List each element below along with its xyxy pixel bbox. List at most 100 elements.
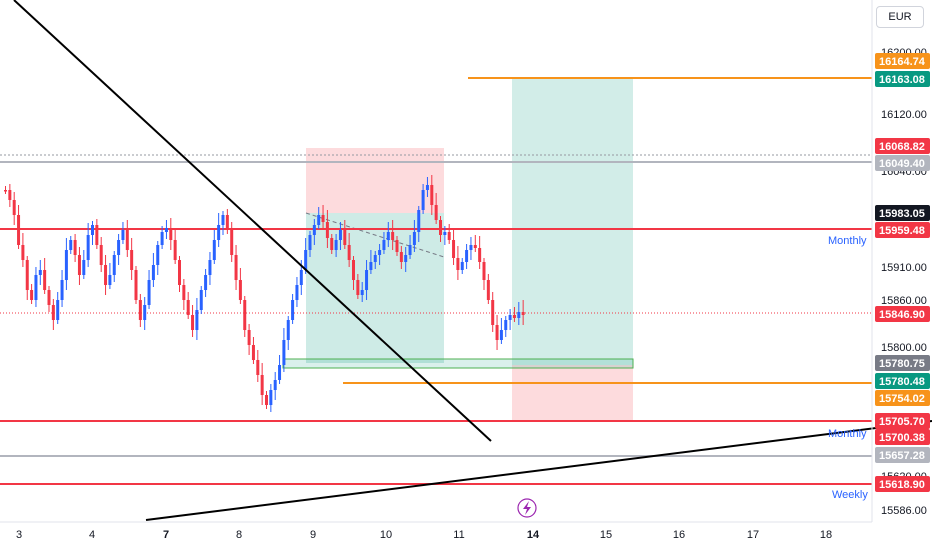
target-zone-2	[512, 78, 633, 365]
candle-body	[338, 230, 342, 240]
candle-body	[347, 245, 351, 260]
time-tick-label: 10	[380, 529, 392, 541]
candle-body	[360, 290, 364, 295]
time-tick-label: 8	[236, 529, 242, 541]
price-tag-box	[875, 447, 930, 463]
price-tag-box	[875, 155, 930, 171]
price-tag-label: 15705.70	[879, 416, 925, 428]
candle-body	[69, 240, 73, 250]
price-tag-box	[875, 222, 930, 238]
candle-body	[256, 360, 260, 375]
candle-body	[12, 200, 16, 215]
flash-icon[interactable]	[517, 498, 537, 518]
candle-body	[173, 240, 177, 260]
time-tick-label: 17	[747, 529, 759, 541]
candle-body	[312, 225, 316, 235]
stop-zone-1	[306, 148, 444, 213]
candle-body	[273, 380, 277, 390]
price-tag-box	[875, 306, 930, 322]
horizontal-levels	[0, 77, 872, 485]
candle-body	[17, 215, 21, 245]
candle-body	[151, 265, 155, 280]
candle-body	[408, 245, 412, 255]
price-tag-box	[875, 138, 930, 154]
candle-body	[304, 250, 308, 270]
level-labels: Monthly Monthly Weekly	[828, 235, 868, 501]
candle-body	[321, 215, 325, 222]
price-tag-label: 15657.28	[879, 450, 925, 462]
candle-body	[199, 290, 203, 310]
candle-body	[91, 225, 94, 235]
time-tick-label: 3	[16, 529, 22, 541]
candles	[4, 175, 525, 412]
candle-body	[517, 312, 521, 318]
candle-body	[8, 190, 12, 200]
demand-box	[282, 358, 634, 369]
candle-body	[64, 250, 68, 280]
price-tag-label: 16164.74	[879, 56, 926, 68]
candle-body	[25, 260, 29, 290]
candle-body	[521, 312, 525, 315]
price-tag-box	[875, 355, 930, 371]
price-tag-box	[875, 390, 930, 406]
candle-body	[295, 285, 299, 300]
candle-body	[182, 285, 186, 300]
candle-body	[421, 190, 425, 210]
price-tags: 16164.74 16163.08 16068.82 16049.40 15983.05…	[875, 53, 930, 492]
candle-body	[269, 390, 273, 405]
time-tick-label: 16	[673, 529, 685, 541]
candle-body	[134, 270, 138, 300]
candle-body	[282, 340, 286, 365]
candle-body	[73, 240, 77, 255]
candle-body	[439, 220, 442, 235]
candle-body	[43, 270, 47, 290]
currency-button[interactable]: EUR	[876, 6, 924, 28]
candle-body	[138, 300, 142, 320]
candle-body	[369, 262, 373, 270]
candle-body	[291, 300, 295, 320]
candle-body	[430, 185, 434, 205]
price-tick-label: 15910.00	[881, 262, 927, 274]
candle-body	[425, 185, 429, 190]
candle-body	[443, 232, 447, 235]
candle-body	[195, 310, 199, 330]
price-tick-label: 15860.00	[881, 295, 927, 307]
candle-body	[86, 235, 90, 260]
candle-body	[108, 275, 112, 285]
candle-body	[191, 315, 195, 330]
price-tag-box	[875, 205, 930, 221]
candle-body	[225, 215, 229, 230]
price-tag-box	[875, 413, 930, 429]
candle-body	[130, 250, 134, 270]
candle-body	[164, 228, 168, 232]
candle-body	[265, 395, 268, 405]
candle-body	[491, 300, 495, 325]
candle-body	[299, 270, 303, 285]
candle-body	[386, 232, 390, 240]
candle-body	[125, 230, 129, 250]
price-tag-box	[875, 71, 930, 87]
candle-body	[260, 375, 264, 395]
candle-body	[456, 258, 460, 270]
candle-body	[77, 255, 81, 275]
time-tick-label: 7	[163, 529, 169, 541]
price-tag-label: 15754.02	[879, 393, 925, 405]
candle-body	[95, 225, 99, 245]
candle-body	[243, 300, 247, 330]
candle-body	[251, 345, 255, 360]
candle-body	[178, 260, 181, 285]
candle-body	[473, 245, 477, 248]
candle-body	[508, 315, 512, 320]
candle-body	[395, 240, 399, 252]
candle-body	[217, 225, 221, 240]
level-label: Monthly	[828, 235, 867, 247]
candle-body	[352, 260, 355, 280]
candle-body	[334, 240, 338, 250]
candle-body	[112, 255, 116, 275]
time-tick-label: 18	[820, 529, 832, 541]
candle-body	[204, 275, 208, 290]
price-tick-label: 16120.00	[881, 109, 927, 121]
candle-body	[417, 210, 421, 232]
